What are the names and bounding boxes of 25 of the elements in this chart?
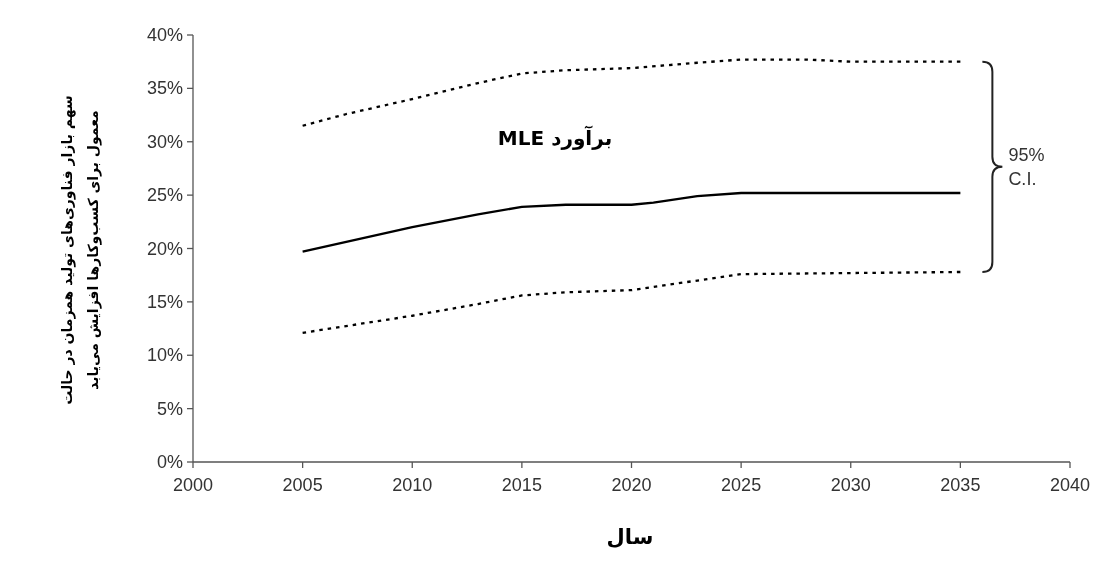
y-tick-label: 5%: [156, 398, 183, 419]
y-tick-label: 20%: [146, 238, 183, 259]
x-tick-label: 2005: [282, 475, 323, 495]
x-tick-label: 2035: [940, 475, 981, 495]
x-tick-label: 2000: [172, 475, 214, 495]
line-series: [301, 191, 962, 253]
x-tick-label: 2040: [1049, 475, 1091, 495]
x-tick-label: 2025: [721, 475, 762, 495]
x-tick-label: 2020: [611, 475, 652, 495]
y-tick-label: 10%: [146, 345, 183, 366]
line-series: [301, 270, 962, 334]
x-tick-label: 2030: [830, 475, 871, 495]
y-tick-label: 25%: [146, 185, 183, 206]
annotation: برآورد MLE: [497, 126, 613, 150]
x-tick-label: 2015: [501, 475, 542, 495]
line-series: [301, 58, 962, 127]
y-tick-label: 15%: [146, 291, 183, 312]
y-tick-label: 35%: [146, 78, 183, 99]
y-tick-label: 30%: [146, 131, 183, 152]
y-tick-label: 0%: [156, 452, 183, 472]
y-axis-title: سهم بازار فناوری‌های تولید همزمان در حالت معمول برای کسب‌وکارها افزایش می‌یابد: [58, 94, 103, 407]
annotation: 95% C.I.: [1008, 143, 1046, 191]
x-axis-title: سال: [606, 525, 654, 549]
y-tick-label: 40%: [146, 25, 183, 45]
x-tick-label: 2010: [392, 475, 433, 495]
